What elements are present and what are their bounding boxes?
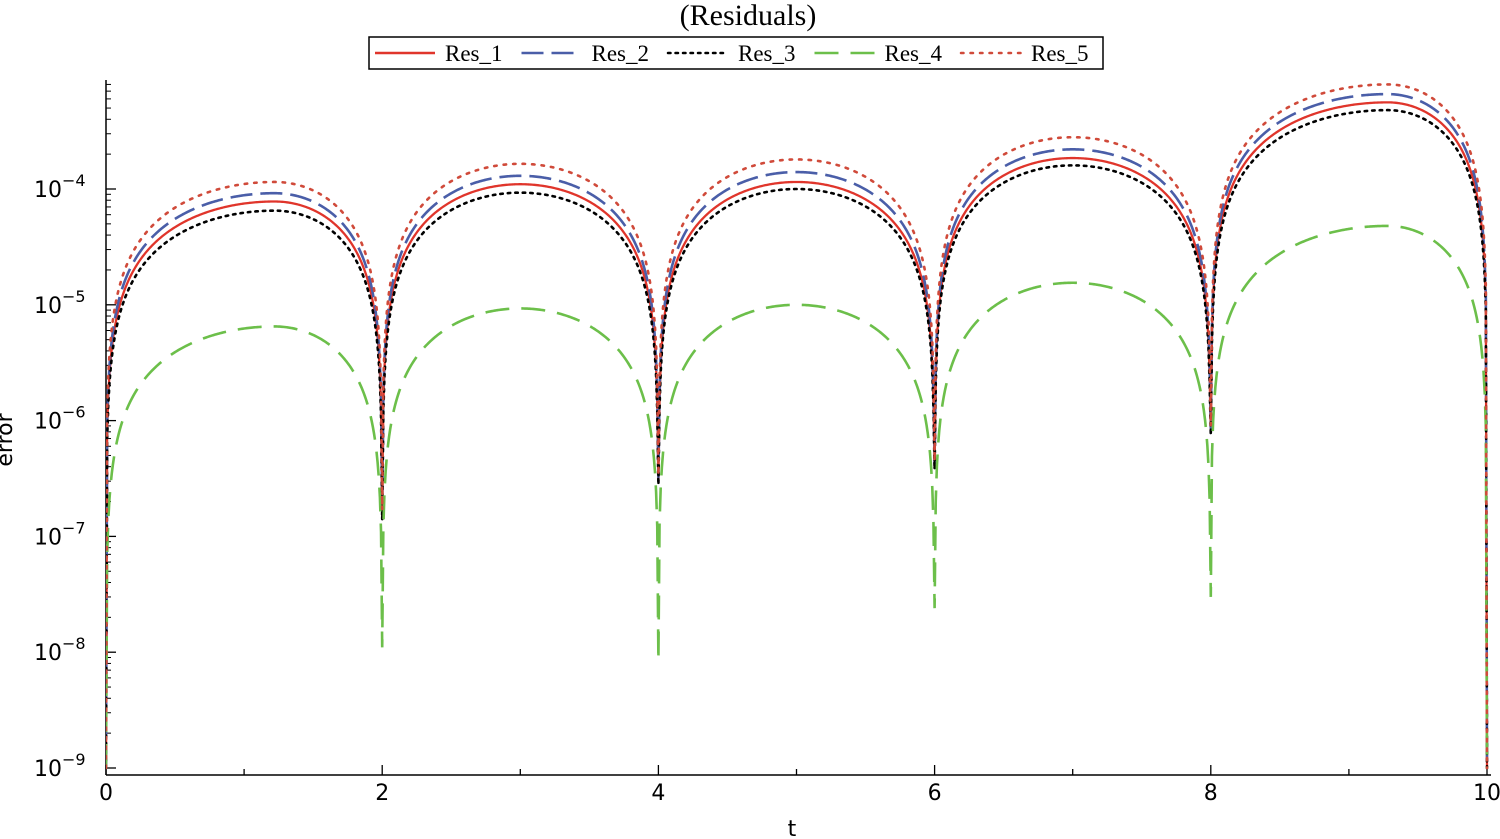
x-tick-label: 8	[1204, 781, 1218, 806]
series-line-1	[106, 101, 1489, 769]
x-axis-label: t	[788, 817, 797, 839]
y-tick-label: 10−4	[34, 171, 86, 203]
series-line-4	[106, 224, 1489, 769]
x-tick-label: 2	[375, 781, 389, 806]
y-tick-label: 10−6	[34, 403, 86, 435]
series-line-5	[106, 83, 1489, 770]
series-line-3	[106, 108, 1489, 770]
y-axis-label: error	[0, 412, 18, 466]
x-tick-label: 6	[928, 781, 942, 806]
chart-title: (Residuals)	[680, 0, 817, 32]
y-tick-label: 10−5	[34, 287, 86, 319]
series-line-2	[106, 92, 1489, 769]
legend-label: Res_5	[1031, 41, 1089, 66]
legend-label: Res_1	[445, 41, 503, 66]
legend-label: Res_3	[738, 41, 796, 66]
x-tick-label: 10	[1473, 781, 1500, 806]
axes: 0 2 4 6 8 10 10−9 10−8 10−7 10−6 10−5 10−4	[34, 80, 1500, 806]
legend: Res_1 Res_2 Res_3 Res_4 Res_5	[368, 36, 1104, 70]
x-tick-label: 0	[99, 781, 113, 806]
legend-label: Res_2	[592, 41, 650, 66]
legend-label: Res_4	[885, 41, 943, 66]
series-group	[106, 83, 1489, 770]
y-tick-label: 10−9	[34, 750, 86, 782]
y-tick-label: 10−8	[34, 634, 86, 666]
x-tick-label: 4	[651, 781, 665, 806]
y-tick-label: 10−7	[34, 518, 86, 550]
